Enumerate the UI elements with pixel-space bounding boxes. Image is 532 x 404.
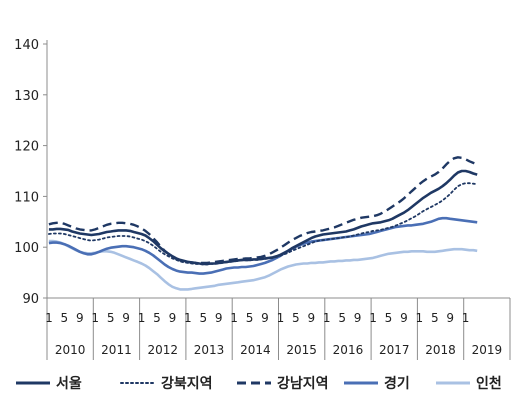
x-month-label: 1	[230, 311, 238, 325]
x-month-label: 5	[431, 311, 439, 325]
x-year-label: 2011	[101, 343, 132, 357]
x-month-label: 5	[338, 311, 346, 325]
x-year-label: 2017	[379, 343, 410, 357]
x-month-label: 1	[462, 311, 470, 325]
x-month-label: 9	[76, 311, 84, 325]
x-month-label: 9	[354, 311, 362, 325]
legend-label: 강북지역	[161, 375, 213, 392]
y-tick-label: 120	[14, 140, 39, 155]
x-month-label: 1	[184, 311, 192, 325]
legend-label: 인천	[476, 375, 502, 392]
series-lines	[48, 156, 479, 291]
x-month-label: 1	[323, 311, 331, 325]
y-tick-label: 90	[22, 292, 39, 307]
x-month-label: 5	[199, 311, 207, 325]
x-year-label: 2016	[333, 343, 364, 357]
legend-label: 서울	[56, 375, 82, 392]
x-year-label: 2013	[194, 343, 225, 357]
x-month-label: 5	[292, 311, 300, 325]
y-tick-label: 100	[14, 241, 39, 256]
x-month-label: 9	[122, 311, 130, 325]
series-line-1	[48, 169, 478, 266]
y-tick-label: 110	[14, 190, 39, 205]
x-month-label: 1	[277, 311, 285, 325]
series-line-3	[48, 156, 478, 265]
x-month-label: 5	[107, 311, 115, 325]
x-month-label: 1	[369, 311, 377, 325]
x-year-label: 2019	[472, 343, 503, 357]
legend-label: 강남지역	[277, 375, 329, 392]
x-month-label: 9	[261, 311, 269, 325]
series-line-5	[48, 239, 478, 291]
x-month-label: 9	[169, 311, 177, 325]
x-month-label: 9	[215, 311, 223, 325]
x-month-label: 5	[246, 311, 254, 325]
x-month-label: 1	[138, 311, 146, 325]
x-month-label: 1	[91, 311, 99, 325]
x-month-label: 1	[45, 311, 53, 325]
x-month-label: 9	[307, 311, 315, 325]
x-month-label: 9	[446, 311, 454, 325]
x-month-label: 5	[385, 311, 393, 325]
x-year-label: 2012	[147, 343, 178, 357]
legend-label: 경기	[384, 375, 410, 392]
y-tick-label: 140	[14, 38, 39, 53]
x-month-label: 9	[400, 311, 408, 325]
y-tick-label: 130	[14, 89, 39, 104]
x-month-label: 5	[153, 311, 161, 325]
series-line-4	[48, 216, 478, 275]
x-year-label: 2015	[286, 343, 317, 357]
y-axis: 90 100 110 120 130 140	[14, 38, 48, 307]
x-month-label: 1	[416, 311, 424, 325]
legend: 서울 강북지역 강남지역 경기 인천	[16, 375, 502, 392]
x-year-label: 2018	[425, 343, 456, 357]
x-year-label: 2010	[55, 343, 86, 357]
x-year-label: 2014	[240, 343, 271, 357]
x-month-label: 5	[61, 311, 69, 325]
